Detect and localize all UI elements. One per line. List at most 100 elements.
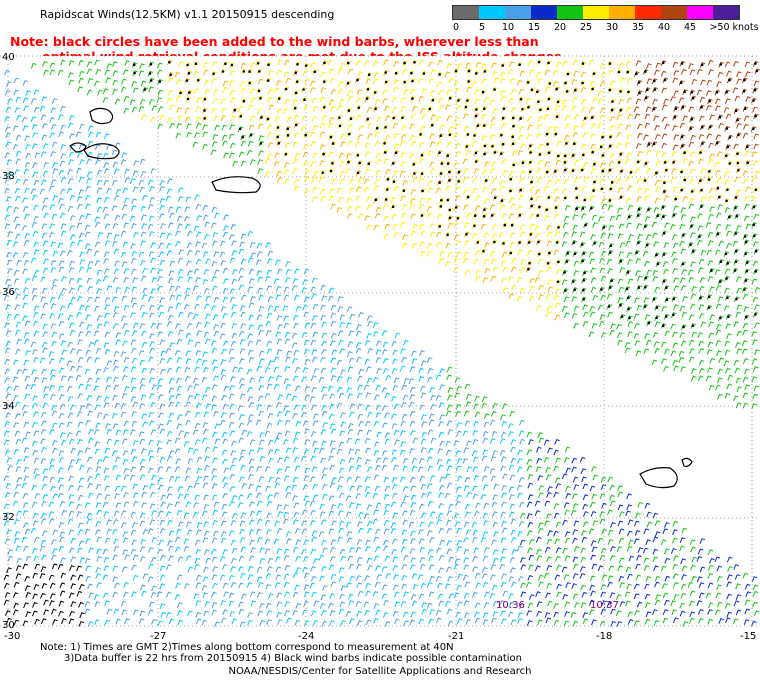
quality-flag-circle	[691, 324, 695, 328]
wind-barb	[266, 566, 273, 572]
wind-barb	[634, 609, 640, 616]
wind-barb	[681, 574, 687, 580]
wind-barb	[599, 620, 606, 627]
wind-barb	[491, 177, 498, 184]
wind-barb	[13, 216, 20, 223]
wind-barb	[177, 619, 183, 626]
wind-barb	[591, 161, 598, 168]
wind-barb	[664, 575, 671, 582]
wind-barb	[346, 306, 353, 313]
wind-barb	[438, 197, 445, 204]
wind-barb	[41, 554, 47, 561]
wind-barb	[231, 440, 237, 447]
wind-barb	[57, 385, 64, 392]
wind-barb	[427, 106, 433, 113]
quality-flag-circle	[529, 233, 533, 236]
wind-barb	[598, 216, 604, 222]
wind-barb	[141, 311, 148, 318]
wind-barb	[112, 88, 118, 95]
quality-flag-circle	[611, 100, 614, 103]
wind-barb	[311, 97, 318, 104]
wind-barb	[752, 601, 758, 608]
wind-barb	[52, 168, 58, 175]
wind-barb	[3, 294, 10, 301]
wind-barb	[115, 474, 122, 481]
wind-barb	[419, 158, 425, 165]
wind-barb	[716, 350, 722, 357]
quality-flag-circle	[746, 145, 749, 149]
wind-barb	[122, 450, 129, 456]
wind-barb	[618, 286, 624, 293]
wind-barb	[471, 140, 478, 147]
wind-barb	[303, 572, 310, 579]
wind-barb	[238, 267, 245, 274]
wind-barb	[374, 140, 381, 147]
wind-barb	[427, 429, 434, 436]
wind-barb	[212, 509, 218, 516]
wind-barb	[625, 269, 632, 276]
wind-barb	[58, 610, 64, 617]
wind-barb	[555, 159, 562, 166]
wind-barb	[679, 223, 685, 230]
quality-flag-circle	[348, 132, 351, 136]
wind-barb	[248, 414, 254, 420]
wind-barb	[627, 185, 633, 192]
wind-barb	[490, 116, 497, 123]
wind-barb	[149, 420, 155, 427]
wind-barb	[592, 474, 599, 481]
wind-barb	[651, 78, 658, 85]
quality-flag-circle	[143, 88, 147, 91]
wind-barb	[715, 98, 721, 105]
wind-barb	[266, 529, 272, 535]
wind-barb	[536, 239, 542, 246]
wind-barb	[464, 222, 470, 229]
wind-barb	[715, 303, 722, 310]
wind-barb	[121, 295, 127, 302]
wind-barb	[555, 279, 562, 285]
wind-barb	[751, 358, 758, 365]
wind-barb	[320, 457, 326, 464]
wind-barb	[718, 61, 724, 68]
wind-barb	[705, 375, 712, 382]
wind-barb	[708, 321, 714, 328]
quality-flag-circle	[383, 151, 387, 154]
wind-barb	[643, 528, 650, 535]
wind-barb	[366, 106, 373, 113]
wind-barb	[634, 113, 640, 120]
wind-barb	[139, 556, 146, 562]
wind-barb	[427, 367, 434, 374]
quality-flag-circle	[755, 69, 759, 73]
wind-barb	[743, 215, 750, 222]
wind-barb	[472, 438, 479, 445]
wind-barb	[212, 566, 218, 572]
wind-barb	[590, 86, 596, 93]
wind-barb	[120, 86, 127, 93]
wind-barb	[573, 260, 580, 267]
quality-flag-circle	[736, 118, 739, 122]
wind-barb	[501, 527, 508, 534]
wind-barb	[546, 240, 553, 247]
wind-barb	[86, 68, 93, 75]
wind-barb	[579, 572, 586, 579]
wind-barb	[745, 71, 751, 78]
wind-barb	[12, 376, 19, 383]
wind-barb	[751, 233, 758, 240]
wind-barb	[158, 213, 165, 220]
wind-barb	[78, 477, 85, 484]
wind-barb	[609, 554, 616, 561]
wind-barb	[249, 591, 256, 598]
wind-barb	[213, 251, 219, 257]
wind-barb	[582, 612, 588, 618]
wind-barb	[725, 617, 731, 624]
wind-barb	[374, 394, 380, 401]
wind-barb	[185, 358, 192, 364]
wind-barb	[384, 438, 391, 445]
wind-barb	[520, 557, 526, 563]
quality-flag-circle	[518, 241, 521, 244]
wind-barb	[256, 270, 262, 276]
wind-barb	[709, 206, 715, 212]
wind-barb	[213, 330, 220, 337]
wind-barb	[141, 413, 147, 420]
wind-barb	[392, 223, 399, 230]
wind-barb	[366, 315, 373, 321]
